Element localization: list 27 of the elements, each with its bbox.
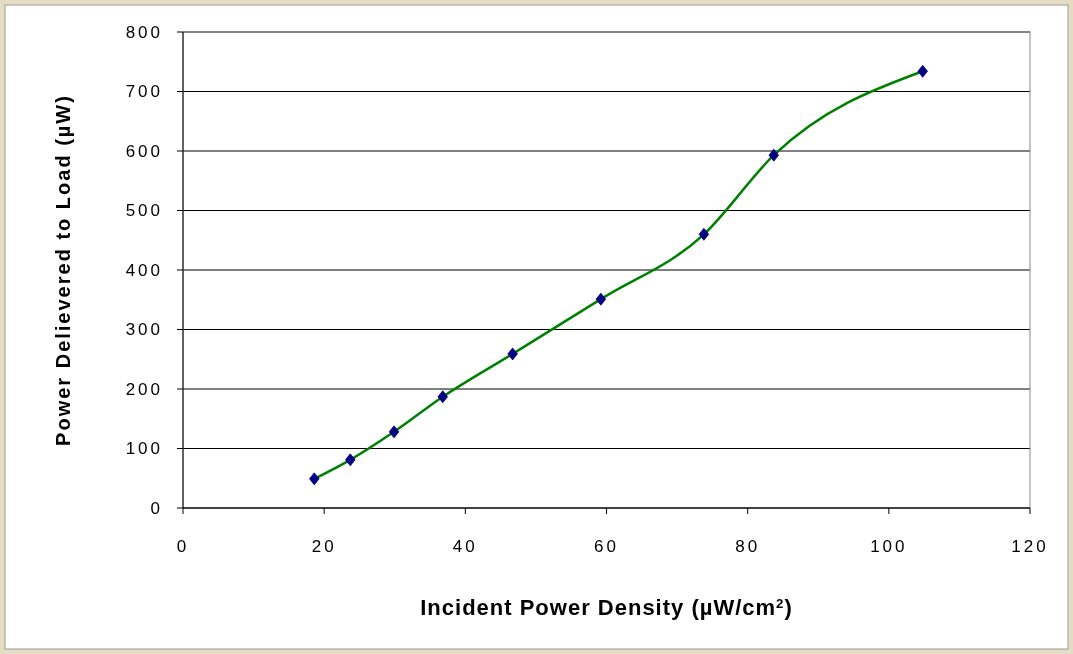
x-tick-label: 40: [452, 537, 478, 556]
y-tick-label: 600: [125, 141, 163, 161]
point: [309, 472, 320, 486]
point: [345, 453, 356, 467]
x-tick-label: 80: [735, 537, 761, 556]
point: [698, 227, 710, 241]
y-axis-title: Power Delievered to Load (µW): [52, 94, 74, 446]
point: [507, 347, 518, 361]
y-tick-label: 200: [125, 379, 163, 399]
y-tick-label: 700: [125, 82, 163, 102]
point: [595, 292, 607, 306]
y-tick-label: 100: [125, 439, 163, 459]
point: [917, 64, 928, 78]
point: [437, 390, 448, 404]
x-tick-label: 60: [594, 537, 619, 556]
y-tick-label: 0: [150, 498, 163, 518]
x-axis-title: Incident Power Density (µW/cm$^{2}$): [420, 595, 793, 620]
x-tick-label: 20: [311, 537, 337, 556]
point: [388, 425, 400, 439]
x-tick-label: 0: [176, 537, 190, 556]
x-tick-label: 120: [1011, 537, 1049, 556]
point: [768, 148, 779, 162]
y-tick-label: 500: [125, 201, 163, 221]
y-tick-label: 300: [125, 320, 163, 340]
y-tick-label: 400: [125, 260, 163, 280]
y-tick-label: 800: [125, 22, 163, 42]
x-tick-label: 100: [870, 537, 908, 556]
